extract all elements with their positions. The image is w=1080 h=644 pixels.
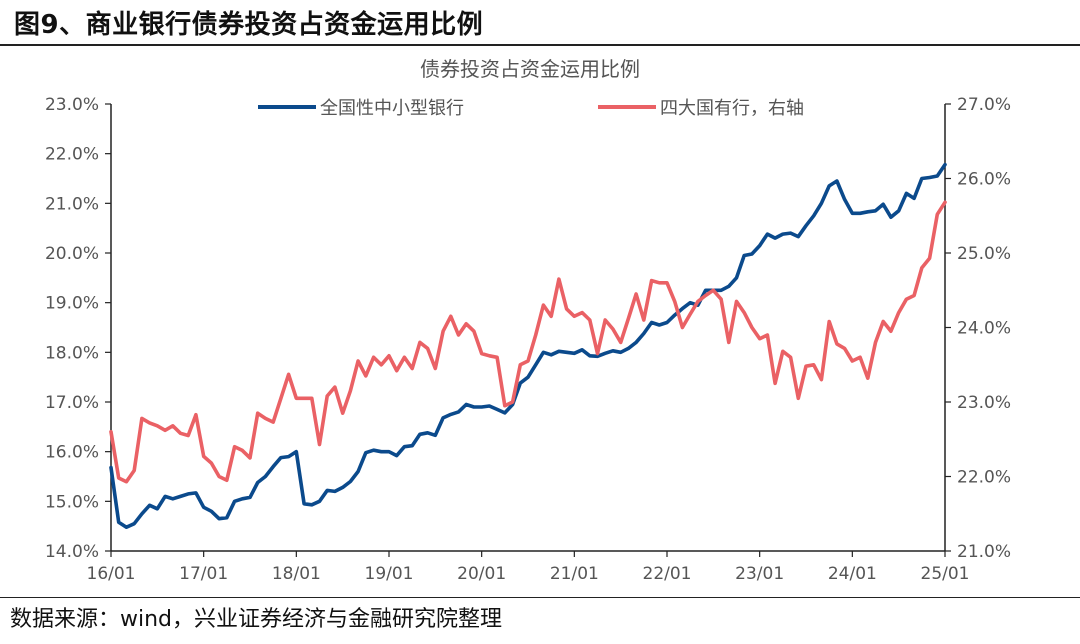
chart-title: 债券投资占资金运用比例 bbox=[420, 57, 640, 81]
series-group bbox=[109, 162, 947, 529]
y-left-tick-label: 20.0% bbox=[45, 244, 99, 264]
y-right-tick-label: 21.0% bbox=[957, 542, 1011, 562]
x-tick-label: 19/01 bbox=[365, 564, 414, 584]
legend-label-1: 全国性中小型银行 bbox=[320, 98, 464, 119]
x-tick-label: 17/01 bbox=[179, 564, 228, 584]
source-rule bbox=[0, 597, 1080, 598]
x-tick-label: 22/01 bbox=[643, 564, 692, 584]
y-left-tick-label: 16.0% bbox=[45, 443, 99, 463]
series-line-2 bbox=[109, 200, 947, 484]
x-tick-label: 24/01 bbox=[828, 564, 877, 584]
x-tick-label: 18/01 bbox=[272, 564, 321, 584]
y-left-tick-label: 17.0% bbox=[45, 393, 99, 413]
legend-label-2: 四大国有行，右轴 bbox=[660, 98, 804, 119]
y-right-tick-label: 27.0% bbox=[957, 95, 1011, 115]
x-tick-label: 16/01 bbox=[87, 564, 136, 584]
source-note: 数据来源：wind，兴业证券经济与金融研究院整理 bbox=[10, 607, 503, 632]
y-left-tick-label: 15.0% bbox=[45, 492, 99, 512]
y-right-tick-label: 26.0% bbox=[957, 170, 1011, 190]
figure-title: 图9、商业银行债券投资占资金运用比例 bbox=[14, 10, 484, 40]
x-tick-label: 25/01 bbox=[921, 564, 970, 584]
line-chart: 债券投资占资金运用比例 全国性中小型银行 四大国有行，右轴 14.0%15.0%1… bbox=[45, 57, 1011, 584]
y-left-tick-label: 14.0% bbox=[45, 542, 99, 562]
legend: 全国性中小型银行 四大国有行，右轴 bbox=[258, 98, 804, 119]
y-right-tick-label: 23.0% bbox=[957, 393, 1011, 413]
title-rule bbox=[0, 44, 1080, 46]
axes: 14.0% 15.0% 16.0% 17.0% 18.0% 19.0% 20.0% 21.0%… bbox=[45, 95, 1011, 584]
y-left-tick-label: 19.0% bbox=[45, 294, 99, 314]
y-right-tick-label: 24.0% bbox=[957, 319, 1011, 339]
y-left-tick-label: 18.0% bbox=[45, 343, 99, 363]
y-right-tick-label: 22.0% bbox=[957, 468, 1011, 488]
x-tick-label: 21/01 bbox=[550, 564, 599, 584]
y-right-tick-label: 25.0% bbox=[957, 244, 1011, 264]
x-tick-label: 23/01 bbox=[735, 564, 784, 584]
series-line-1 bbox=[109, 162, 947, 529]
y-left-tick-label: 23.0% bbox=[45, 95, 99, 115]
x-tick-label: 20/01 bbox=[457, 564, 506, 584]
y-left-tick-label: 22.0% bbox=[45, 145, 99, 165]
y-left-tick-label: 21.0% bbox=[45, 194, 99, 214]
